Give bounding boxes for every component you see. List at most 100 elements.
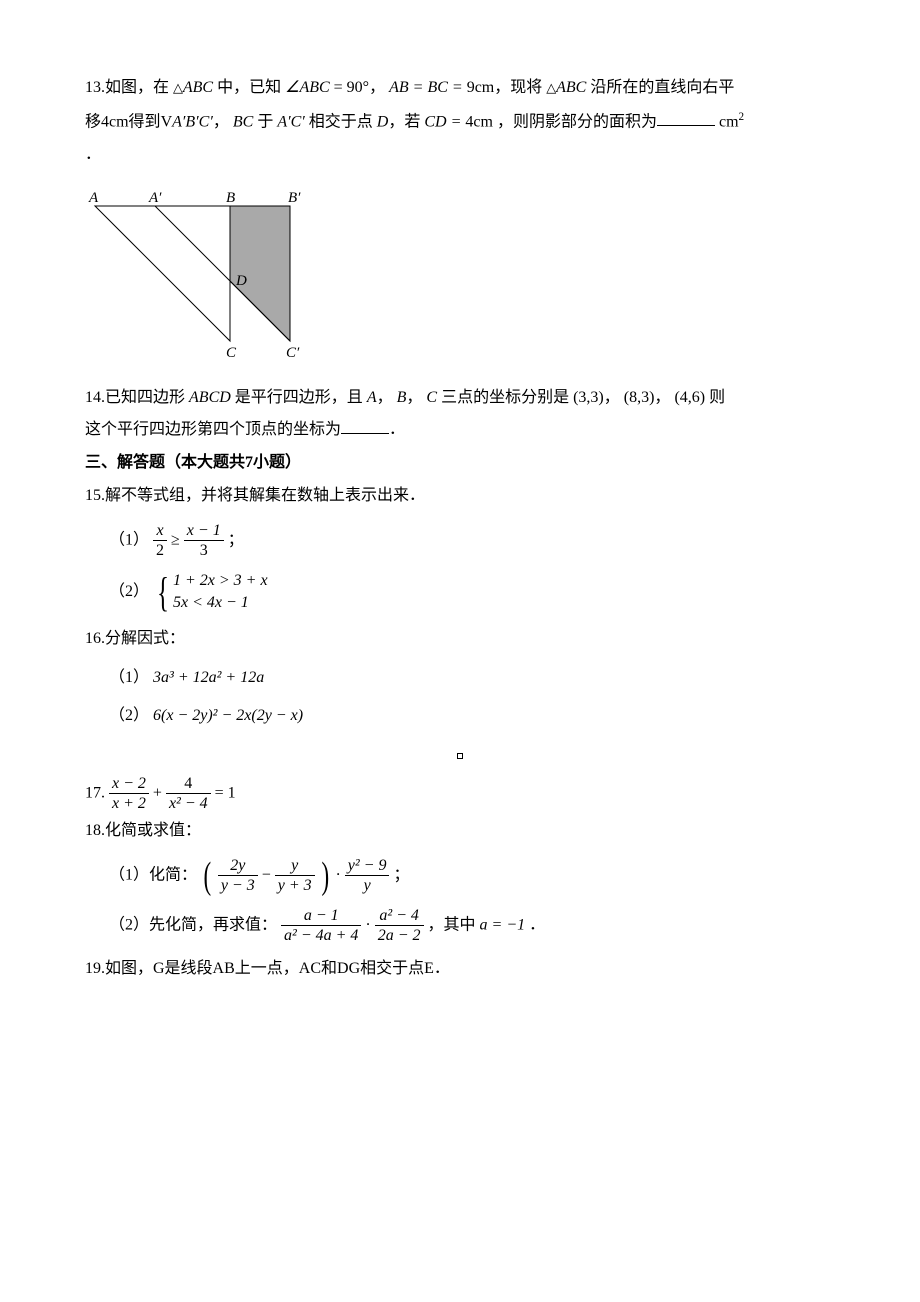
abcprime: A′B′C′: [172, 113, 213, 130]
q18-p2-val: a = −1: [480, 916, 526, 933]
q14-c3: ，: [604, 389, 620, 406]
q15-p1-lhs-num: x: [153, 521, 167, 541]
q15-p2-system: 1 + 2x > 3 + x 5x < 4x − 1: [173, 570, 268, 615]
yu: 于: [257, 113, 273, 130]
q15-p1: （1） x 2 ≥ x − 1 3 ；: [85, 521, 835, 560]
q14-c2: ，: [406, 389, 422, 406]
q18-p1-end: ；: [393, 867, 409, 884]
pC: C: [426, 389, 437, 406]
svg-text:D: D: [235, 273, 247, 289]
q16-p2-label: （2）: [109, 707, 149, 724]
p2: (8,3): [624, 389, 655, 406]
q18-p1-label: （1）化简：: [109, 867, 197, 884]
q17-label: 17.: [85, 784, 105, 801]
svg-text:B′: B′: [288, 190, 301, 206]
q14-blank: [341, 418, 389, 434]
q15-p2-eq1: 1 + 2x > 3 + x: [173, 570, 268, 592]
nine: 9cm: [467, 79, 495, 96]
q18-p2: （2）先化简，再求值： a − 1 a² − 4a + 4 · a² − 4 2…: [85, 906, 835, 945]
q15-p1-label: （1）: [109, 531, 149, 548]
q18-p1-dot: ·: [335, 867, 340, 884]
q17-t1-num: x − 2: [109, 774, 149, 794]
q18-p1-a: 2y y − 3: [218, 856, 258, 895]
p1: (3,3): [573, 389, 604, 406]
q18-p1-c-num: y² − 9: [345, 856, 390, 876]
q14-line2: 这个平行四边形第四个顶点的坐标为．: [85, 416, 835, 445]
q18-stem: 18.化简或求值：: [85, 817, 835, 846]
q15-p2: （2） { 1 + 2x > 3 + x 5x < 4x − 1: [85, 570, 835, 615]
q18-p2-a-den: a² − 4a + 4: [281, 926, 361, 945]
page-marker-row: [85, 741, 835, 770]
q15-p1-rhs: x − 1 3: [184, 521, 224, 560]
abcd: ABCD: [189, 389, 231, 406]
q16-p1-expr: 3a³ + 12a² + 12a: [153, 669, 264, 686]
q14-txta: 是平行四边形，且: [235, 389, 363, 406]
q15-p2-label: （2）: [109, 583, 149, 600]
svg-text:A′: A′: [148, 190, 162, 206]
q17-t1-den: x + 2: [109, 794, 149, 813]
q17-eq: = 1: [215, 784, 236, 801]
q18-p2-b: a² − 4 2a − 2: [375, 906, 424, 945]
q15-p1-rhs-den: 3: [184, 541, 224, 560]
q13-dot: ．: [85, 141, 835, 170]
q16-p1-label: （1）: [109, 669, 149, 686]
q16-stem: 16.分解因式：: [85, 625, 835, 654]
sq: 2: [739, 111, 745, 123]
eq90: = 90°: [330, 79, 369, 96]
q13-figure: AA′BB′CC′D: [85, 188, 835, 374]
cm: cm: [719, 113, 739, 130]
q18-p1-b-den: y + 3: [275, 876, 315, 895]
four: 4cm: [465, 113, 493, 130]
q13-svg: AA′BB′CC′D: [85, 188, 315, 363]
q17: 17. x − 2 x + 2 + 4 x² − 4 = 1: [85, 774, 835, 813]
lparen-icon: (: [204, 857, 212, 895]
section3-title: 三、解答题（本大题共7小题）: [85, 449, 835, 478]
q13-line2a: 移4cm得到: [85, 113, 161, 130]
q13-txtb: 沿所在的直线向右平: [590, 79, 734, 96]
q18-p2-label: （2）先化简，再求值：: [109, 916, 277, 933]
abeqbc: AB = BC =: [389, 79, 467, 96]
q18-p1-minus: −: [262, 867, 275, 884]
q15-p2-eq2: 5x < 4x − 1: [173, 592, 268, 614]
svg-text:A: A: [88, 190, 99, 206]
q16-p2-expr: 6(x − 2y)² − 2x(2y − x): [153, 707, 303, 724]
q14-prefix: 14.已知四边形: [85, 389, 185, 406]
q18-p1: （1）化简： ( 2y y − 3 − y y + 3 ) · y² − 9 y…: [85, 856, 835, 895]
q16-p2: （2） 6(x − 2y)² − 2x(2y − x): [85, 702, 835, 731]
tri-sym-2: △: [546, 81, 556, 95]
svg-text:C′: C′: [286, 345, 300, 361]
abc-2: ABC: [556, 79, 586, 96]
c2: ，现将: [494, 79, 542, 96]
q15-stem: 15.解不等式组，并将其解集在数轴上表示出来．: [85, 482, 835, 511]
q18-p2-mid: ，其中: [428, 916, 476, 933]
q13-txtd: ，则阴影部分的面积为: [497, 113, 657, 130]
q15-p1-end: ；: [228, 531, 244, 548]
q15-p1-rhs-num: x − 1: [184, 521, 224, 541]
q18-p2-end: ．: [529, 916, 545, 933]
q19: 19.如图，G是线段AB上一点，AC和DG相交于点E．: [85, 955, 835, 984]
tri-sym-1: △: [173, 81, 183, 95]
q13-line1: 13.如图，在 △ABC 中，已知 ∠ABC = 90°， AB = BC = …: [85, 74, 835, 103]
abc-1: ABC: [183, 79, 213, 96]
q17-plus: +: [153, 784, 166, 801]
q14-c1: ，: [377, 389, 393, 406]
q17-t2-den: x² − 4: [166, 794, 211, 813]
q18-p1-b-num: y: [275, 856, 315, 876]
q18-p1-c-den: y: [345, 876, 390, 895]
c1: ，: [369, 79, 385, 96]
cd: CD =: [424, 113, 465, 130]
acprime: A′C′: [277, 113, 304, 130]
d: D: [377, 113, 389, 130]
q13-txtc: 相交于点: [309, 113, 373, 130]
brace-icon: {: [157, 572, 169, 614]
rparen-icon: ): [321, 857, 329, 895]
q13-prefix: 13.如图，在: [85, 79, 169, 96]
svg-text:C: C: [226, 345, 237, 361]
q18-p2-b-den: 2a − 2: [375, 926, 424, 945]
p3: (4,6): [674, 389, 705, 406]
q18-p1-b: y y + 3: [275, 856, 315, 895]
q16-p1: （1） 3a³ + 12a² + 12a: [85, 664, 835, 693]
q15-p1-op: ≥: [171, 531, 184, 548]
q14-c4: ，: [654, 389, 670, 406]
c4: ，若: [388, 113, 420, 130]
